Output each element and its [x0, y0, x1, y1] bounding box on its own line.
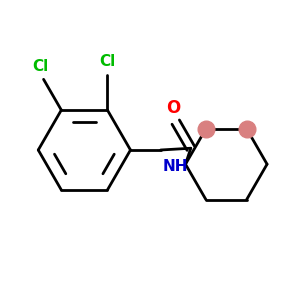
Text: Cl: Cl: [32, 59, 48, 74]
Text: O: O: [166, 99, 180, 117]
Text: Cl: Cl: [99, 54, 116, 69]
Text: NH: NH: [162, 159, 188, 174]
